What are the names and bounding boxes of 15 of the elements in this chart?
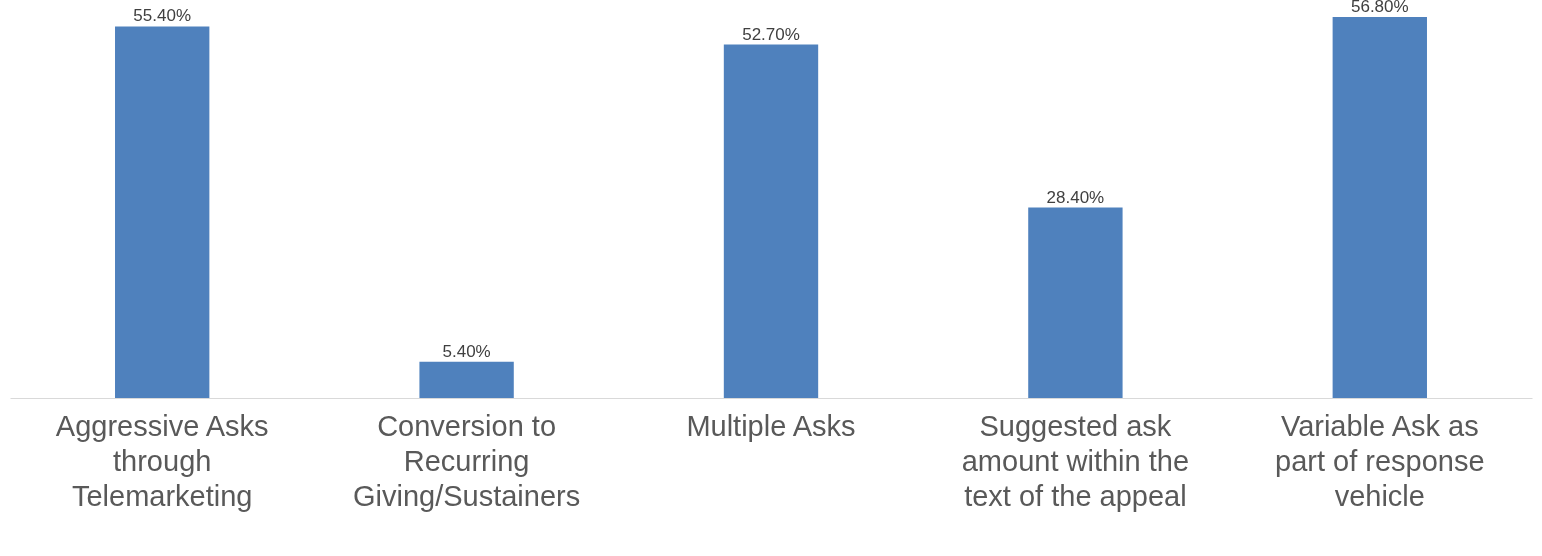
data-label: 52.70% <box>742 24 800 44</box>
data-label: 28.40% <box>1046 187 1105 207</box>
x-tick-label: Conversion to Recurring Giving/Sustainers <box>352 409 581 512</box>
x-tick-label: Multiple Asks <box>686 409 856 442</box>
data-label: 5.40% <box>442 341 491 361</box>
x-tick-label: Aggressive Asks through Telemarketing <box>55 409 269 512</box>
x-tick-label: Variable Ask as part of response vehicle <box>1275 409 1485 512</box>
bar <box>1332 17 1427 398</box>
data-label: 55.40% <box>133 6 192 26</box>
bar <box>723 44 819 398</box>
bar <box>115 26 210 398</box>
x-tick-label: Suggested ask amount within the text of the appeal <box>961 409 1190 512</box>
data-label: 56.80% <box>1350 0 1409 16</box>
bar <box>419 361 514 398</box>
bar <box>1028 207 1123 398</box>
